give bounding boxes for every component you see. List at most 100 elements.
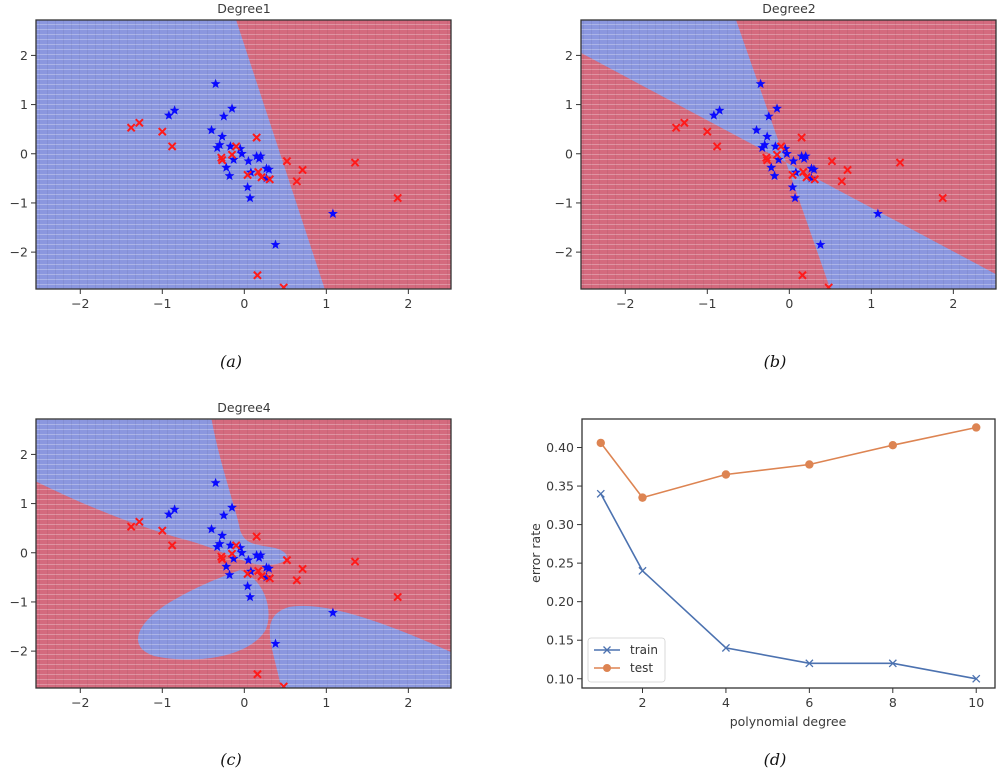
red-x-point bbox=[298, 564, 307, 574]
x-tick-label: −1 bbox=[153, 296, 171, 311]
red-x-point bbox=[843, 165, 852, 175]
blue-star-point bbox=[169, 504, 180, 514]
data-point-test bbox=[805, 460, 814, 469]
red-x-point bbox=[776, 142, 786, 151]
red-x-point bbox=[824, 283, 833, 289]
panel-d-xlabel: polynomial degree bbox=[730, 714, 847, 729]
legend-test-dot-icon bbox=[603, 664, 611, 672]
y-tick-label: 0.30 bbox=[546, 517, 574, 532]
axes-frame bbox=[35, 19, 452, 290]
y-tick-label: 2 bbox=[565, 48, 573, 63]
blue-star-point bbox=[242, 182, 253, 192]
blue-star-point bbox=[169, 105, 180, 115]
data-point-test bbox=[888, 441, 897, 450]
scatter-points bbox=[126, 477, 402, 688]
blue-star-point bbox=[255, 151, 266, 161]
red-x-point bbox=[895, 158, 905, 167]
x-tick-label: 4 bbox=[722, 695, 730, 710]
red-x-point bbox=[257, 173, 266, 182]
red-x-point bbox=[217, 552, 226, 562]
blue-star-point bbox=[759, 139, 770, 150]
panel-c-title: Degree4 bbox=[217, 400, 270, 415]
blue-star-point bbox=[714, 105, 725, 115]
blue-star-point bbox=[800, 151, 811, 161]
blue-star-point bbox=[261, 173, 272, 183]
legend-test-label: test bbox=[630, 661, 653, 675]
red-x-point bbox=[217, 153, 226, 163]
red-x-point bbox=[126, 522, 136, 532]
y-tick-label: 0.10 bbox=[546, 671, 574, 686]
red-x-point bbox=[938, 193, 947, 203]
blue-star-point bbox=[763, 111, 774, 121]
data-point-train bbox=[805, 659, 814, 668]
blue-star-point bbox=[796, 151, 807, 161]
blue-star-point bbox=[770, 141, 781, 151]
blue-star-point bbox=[263, 563, 274, 573]
x-tick-label: 0 bbox=[240, 296, 248, 311]
red-x-point bbox=[253, 270, 262, 280]
red-x-point bbox=[282, 555, 292, 565]
red-x-point bbox=[243, 170, 252, 180]
red-x-point bbox=[762, 153, 771, 163]
red-x-point bbox=[252, 133, 261, 142]
red-x-point bbox=[837, 176, 847, 186]
red-x-point bbox=[253, 167, 263, 177]
panel-a-plot-area: −2 −1 0 1 2 −2 −1 0 1 2 bbox=[10, 19, 452, 311]
x-tick-label: −1 bbox=[153, 695, 171, 710]
blue-star-point bbox=[790, 192, 801, 203]
y-tick-label: 1 bbox=[565, 97, 573, 112]
panel-c-degree4: Degree4 −2 −1 0 1 2 −2 −1 0 1 2 (c) bbox=[10, 400, 452, 769]
x-tick-label: 6 bbox=[805, 695, 813, 710]
data-point-test bbox=[596, 438, 605, 448]
y-tick-label: 0.15 bbox=[546, 633, 574, 648]
data-point-test bbox=[721, 470, 731, 479]
red-x-point bbox=[167, 541, 177, 550]
blue-star-point bbox=[242, 581, 253, 591]
blue-star-point bbox=[270, 239, 281, 249]
blue-star-point bbox=[228, 154, 239, 164]
red-x-point bbox=[231, 142, 241, 151]
red-x-point bbox=[827, 156, 837, 166]
blue-star-point bbox=[773, 154, 784, 164]
blue-star-point bbox=[780, 143, 791, 154]
blue-star-point bbox=[225, 540, 236, 550]
blue-star-point bbox=[251, 550, 262, 560]
red-x-point bbox=[702, 127, 712, 136]
red-x-point bbox=[253, 566, 263, 576]
y-tick-label: 0 bbox=[20, 146, 28, 161]
y-tick-label: −1 bbox=[10, 195, 28, 210]
blue-star-point bbox=[236, 148, 247, 158]
x-tick-label: 0 bbox=[785, 296, 793, 311]
red-x-point bbox=[279, 283, 288, 289]
blue-star-point bbox=[245, 591, 256, 602]
blue-star-point bbox=[227, 502, 237, 512]
x-tick-label: 2 bbox=[949, 296, 957, 311]
red-x-point bbox=[157, 526, 167, 535]
blue-star-point bbox=[243, 554, 254, 565]
y-tick-label: 1 bbox=[20, 496, 28, 511]
red-x-point bbox=[279, 682, 288, 688]
panel-b-caption: (b) bbox=[764, 352, 787, 371]
blue-star-point bbox=[224, 170, 235, 181]
blue-star-point bbox=[772, 103, 782, 113]
red-x-point bbox=[798, 270, 807, 280]
blue-star-point bbox=[163, 509, 174, 519]
blue-star-point bbox=[212, 142, 223, 153]
data-point-test bbox=[972, 423, 981, 432]
blue-star-point bbox=[751, 124, 762, 135]
data-point-train bbox=[972, 674, 981, 683]
red-x-point bbox=[217, 554, 227, 564]
blue-star-point bbox=[221, 162, 232, 172]
scatter-points bbox=[126, 78, 402, 289]
blue-star-point bbox=[227, 103, 237, 113]
data-point-train bbox=[638, 566, 647, 575]
red-x-point bbox=[772, 150, 782, 160]
x-tick-label: 2 bbox=[404, 695, 412, 710]
red-x-point bbox=[157, 127, 167, 136]
y-tick-label: −2 bbox=[10, 644, 28, 659]
legend-train-x-icon bbox=[603, 646, 611, 654]
red-x-point bbox=[257, 572, 266, 581]
scatter-points bbox=[671, 78, 947, 289]
blue-star-point bbox=[210, 477, 221, 488]
x-tick-label: −2 bbox=[71, 296, 89, 311]
